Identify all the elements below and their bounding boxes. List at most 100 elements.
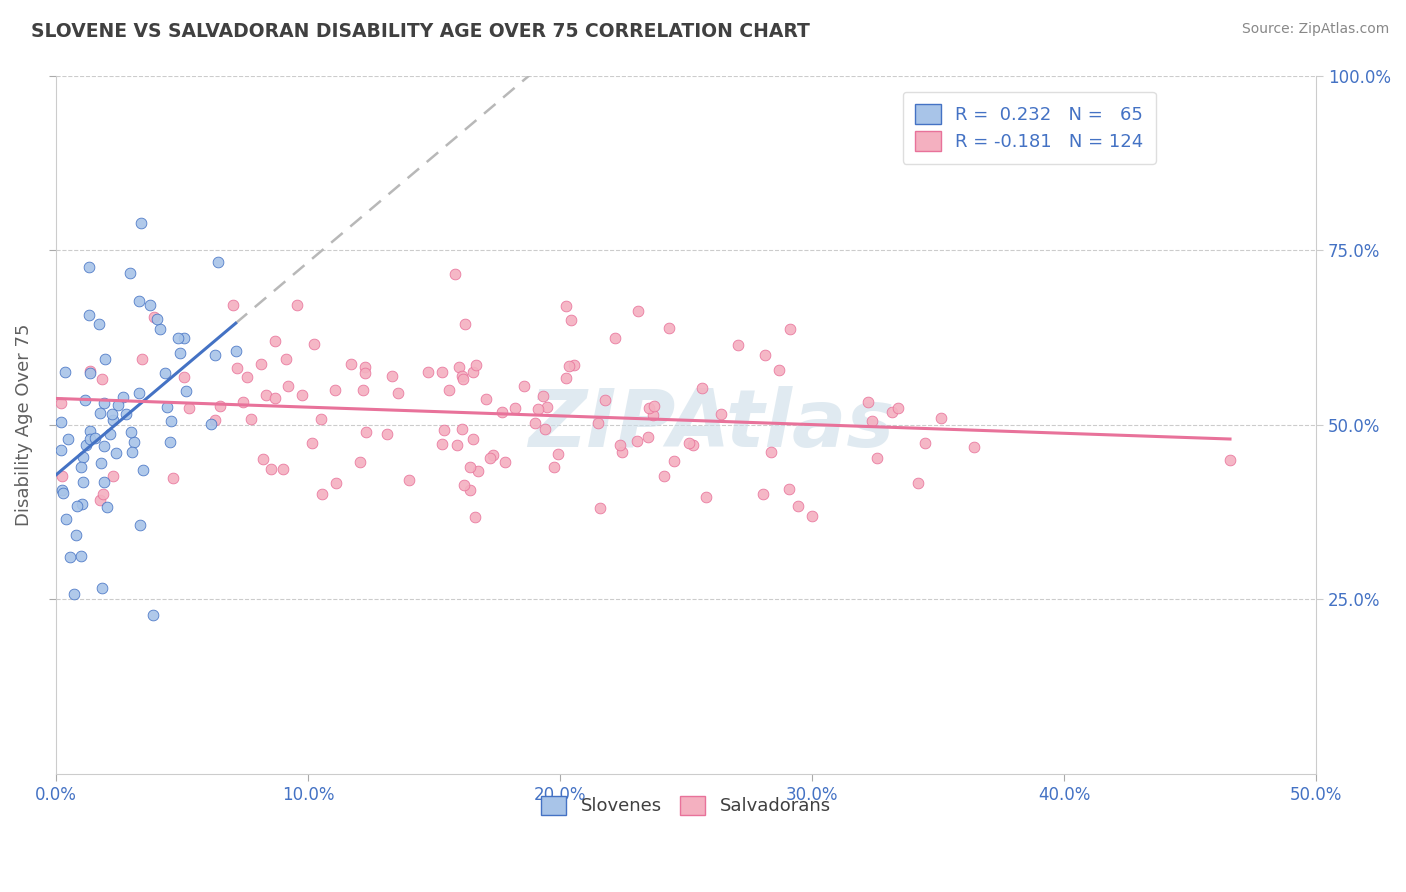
Point <box>128 293 150 308</box>
Point <box>62 587 84 601</box>
Point <box>96 500 118 515</box>
Point <box>638 401 661 416</box>
Point <box>627 303 650 318</box>
Point <box>121 445 143 459</box>
Point <box>858 395 880 409</box>
Point <box>72 450 94 465</box>
Point <box>527 401 550 416</box>
Point <box>381 368 404 383</box>
Point <box>555 299 578 313</box>
Point <box>695 490 717 504</box>
Point <box>129 216 152 230</box>
Legend: Slovenes, Salvadorans: Slovenes, Salvadorans <box>531 787 839 824</box>
Point <box>311 487 333 501</box>
Point <box>70 549 93 563</box>
Point <box>562 358 585 372</box>
Point <box>118 266 141 280</box>
Point <box>482 448 505 462</box>
Point <box>474 392 496 406</box>
Point <box>285 298 308 312</box>
Point <box>887 401 910 415</box>
Point <box>543 460 565 475</box>
Point <box>112 390 135 404</box>
Point <box>79 363 101 377</box>
Point <box>460 483 482 497</box>
Point <box>451 368 474 383</box>
Point <box>458 460 481 475</box>
Point <box>204 348 226 362</box>
Point <box>90 581 112 595</box>
Point <box>260 462 283 476</box>
Point <box>131 462 153 476</box>
Point <box>641 408 664 422</box>
Point <box>101 469 124 483</box>
Point <box>678 436 700 450</box>
Point <box>352 383 374 397</box>
Point <box>464 510 486 524</box>
Point <box>727 338 749 352</box>
Point <box>159 414 181 428</box>
Point <box>51 468 73 483</box>
Point <box>254 387 277 401</box>
Point <box>128 518 150 533</box>
Point <box>626 434 648 449</box>
Point <box>325 476 347 491</box>
Point <box>93 475 115 489</box>
Point <box>609 438 631 452</box>
Point <box>637 430 659 444</box>
Point <box>1219 453 1241 467</box>
Point <box>453 478 475 492</box>
Point <box>778 483 800 497</box>
Point <box>801 508 824 523</box>
Point <box>882 405 904 419</box>
Point <box>221 298 243 312</box>
Point <box>301 435 323 450</box>
Point <box>311 412 333 426</box>
Point <box>207 254 229 268</box>
Point <box>271 461 294 475</box>
Point <box>560 312 582 326</box>
Point <box>79 366 101 380</box>
Point <box>643 399 665 413</box>
Point <box>236 369 259 384</box>
Point <box>166 331 188 345</box>
Point <box>72 475 94 489</box>
Text: ZIPAtlas: ZIPAtlas <box>529 386 894 464</box>
Point <box>586 416 609 430</box>
Point <box>58 432 80 446</box>
Point <box>173 331 195 345</box>
Point <box>860 414 883 428</box>
Point <box>432 437 454 451</box>
Point <box>682 437 704 451</box>
Point <box>523 417 546 431</box>
Point <box>323 383 346 397</box>
Point <box>98 427 121 442</box>
Point <box>547 447 569 461</box>
Point <box>51 483 73 497</box>
Point <box>155 366 177 380</box>
Text: SLOVENE VS SALVADORAN DISABILITY AGE OVER 75 CORRELATION CHART: SLOVENE VS SALVADORAN DISABILITY AGE OVE… <box>31 22 810 41</box>
Point <box>200 417 222 432</box>
Point <box>478 450 501 465</box>
Point <box>451 372 474 386</box>
Point <box>77 260 100 274</box>
Point <box>169 345 191 359</box>
Point <box>754 348 776 362</box>
Point <box>439 383 461 397</box>
Point <box>555 371 578 385</box>
Point <box>752 487 775 501</box>
Point <box>91 486 114 500</box>
Point <box>252 452 274 467</box>
Point <box>122 434 145 449</box>
Point <box>759 445 782 459</box>
Point <box>70 497 93 511</box>
Point <box>375 426 398 441</box>
Point <box>79 309 101 323</box>
Point <box>89 493 111 508</box>
Point <box>276 351 298 366</box>
Point <box>531 389 554 403</box>
Point <box>59 549 82 564</box>
Point <box>75 438 97 452</box>
Point <box>83 431 105 445</box>
Point <box>593 392 616 407</box>
